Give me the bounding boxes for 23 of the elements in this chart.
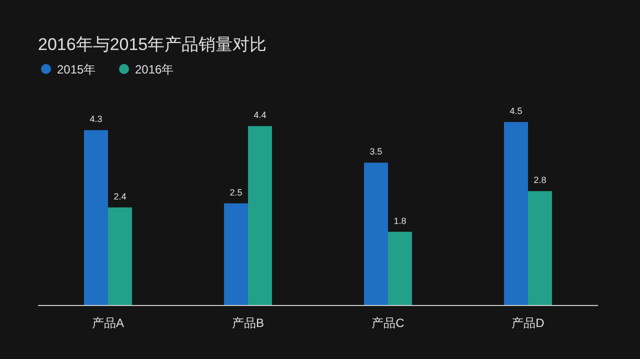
legend-label: 2016年 <box>135 62 174 76</box>
bar <box>84 130 108 305</box>
data-label: 3.5 <box>370 146 382 157</box>
bar <box>504 122 528 305</box>
data-label: 1.8 <box>394 216 406 226</box>
x-tick-label: 产品B <box>232 316 264 330</box>
data-label: 2.4 <box>114 191 126 202</box>
data-label: 2.5 <box>230 187 242 198</box>
bar <box>224 203 248 305</box>
bar <box>388 232 412 305</box>
bar <box>248 126 272 305</box>
x-tick-label: 产品D <box>512 316 545 330</box>
data-label: 4.3 <box>90 114 102 124</box>
legend-label: 2015年 <box>57 62 96 76</box>
data-label: 4.5 <box>510 106 522 116</box>
chart-title: 2016年与2015年产品销量对比 <box>38 35 267 54</box>
x-tick-label: 产品A <box>92 316 124 330</box>
data-label: 4.4 <box>254 110 266 120</box>
bar <box>364 162 388 305</box>
bar <box>528 191 552 305</box>
bar <box>108 207 132 305</box>
data-label: 2.8 <box>534 175 546 186</box>
x-tick-label: 产品C <box>372 316 405 330</box>
